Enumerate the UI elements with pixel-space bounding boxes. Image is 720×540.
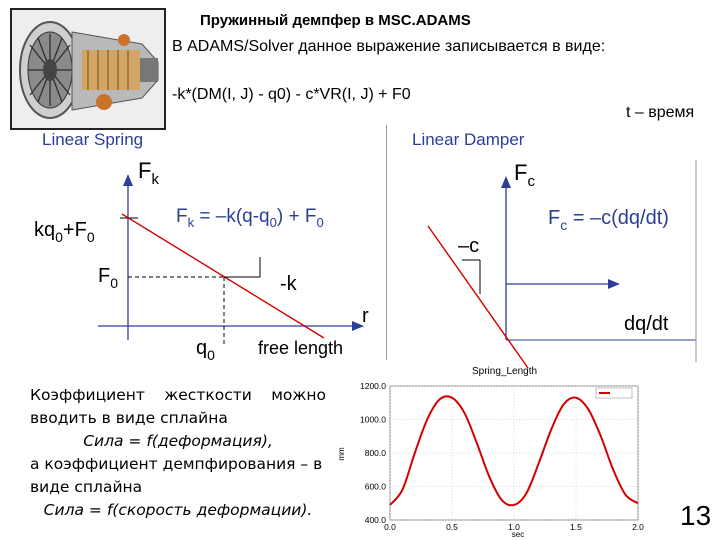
linear-damper-diagram: Fc Fc = –c(dq/dt) –c dq/dt	[427, 160, 697, 369]
damper-axis-dqdt: dq/dt	[624, 313, 669, 335]
text-line-3: Сила = f(деформация),	[83, 432, 273, 450]
damper-force-line	[427, 225, 529, 369]
damper-x-arrow	[608, 279, 620, 289]
linear-spring-diagram: Fk Fk = –k(q-q0) + F0 kq0+F0 F0 -k r q0 …	[34, 158, 369, 363]
spring-label-kq0f0: kq0+F0	[34, 219, 95, 245]
chart-ticks: 400.0 600.0 800.0 1000.0 1200.0 0.0 0.5 1.0 1.5 2…	[360, 381, 644, 532]
spring-x-arrow	[352, 321, 364, 331]
solver-formula: -k*(DM(I, J) - q0) - c*VR(I, J) + F0	[172, 86, 411, 103]
chart-legend	[595, 387, 633, 399]
spring-length-chart: Spring_Length 400.0600.0800.01000.01200.…	[337, 381, 644, 538]
chart-ytick-label: 1200.0	[360, 381, 386, 391]
text-line-4: а коэффициент демпфирования – в	[30, 455, 323, 473]
spring-slope-label: -k	[280, 273, 298, 295]
chart-xtick-label: 2.0	[632, 522, 644, 532]
spring-force-line	[121, 213, 325, 339]
turbofan-engine-image	[10, 8, 166, 130]
spring-axis-r: r	[362, 305, 369, 327]
spring-equation: Fk = –k(q-q0) + F0	[176, 206, 324, 230]
damper-equation: Fc = –c(dq/dt)	[548, 207, 669, 233]
spring-label-f0: F0	[98, 265, 118, 291]
damper-y-arrow	[501, 176, 511, 188]
slide-title: Пружинный демпфер в MSC.ADAMS	[200, 12, 471, 29]
description-text: Коэффициент жесткости можно вводить в ви…	[30, 384, 326, 522]
chart-xlabel: sec	[512, 530, 524, 538]
text-line-1: Коэффициент жесткости можно	[30, 386, 326, 404]
damper-axis-fc: Fc	[514, 160, 535, 190]
text-line-2: вводить в виде сплайна	[30, 409, 228, 427]
chart-ytick-label: 800.0	[365, 448, 387, 458]
spring-length-label: Spring_Length	[472, 366, 538, 377]
panel-divider	[386, 125, 387, 360]
spring-free-length: free length	[258, 338, 343, 358]
chart-ylabel: mm	[337, 447, 346, 461]
chart-xtick-label: 1.5	[570, 522, 582, 532]
text-line-5: виде сплайна	[30, 478, 143, 496]
spring-label-q0: q0	[196, 337, 215, 363]
chart-grid	[389, 385, 639, 521]
damper-slope-label: –c	[458, 235, 479, 257]
linear-damper-title: Linear Damper	[412, 130, 525, 149]
chart-ytick-label: 400.0	[365, 515, 387, 525]
slide-subtitle: В ADAMS/Solver данное выражение записыва…	[172, 38, 606, 55]
spring-axis-fk: Fk	[138, 158, 159, 188]
linear-spring-title: Linear Spring	[42, 130, 144, 149]
chart-xtick-label: 0.5	[446, 522, 458, 532]
page-number: 13	[680, 500, 712, 531]
spring-y-arrow	[123, 174, 133, 186]
chart-series-line	[389, 395, 639, 507]
chart-xtick-label: 1.0	[508, 522, 520, 532]
time-note: t – время	[626, 104, 695, 121]
chart-xtick-label: 0.0	[384, 522, 396, 532]
chart-ytick-label: 1000.0	[360, 415, 386, 425]
engine-illustration	[12, 10, 164, 128]
chart-ytick-label: 600.0	[365, 482, 387, 492]
text-line-6: Сила = f(скорость деформации).	[43, 501, 313, 519]
